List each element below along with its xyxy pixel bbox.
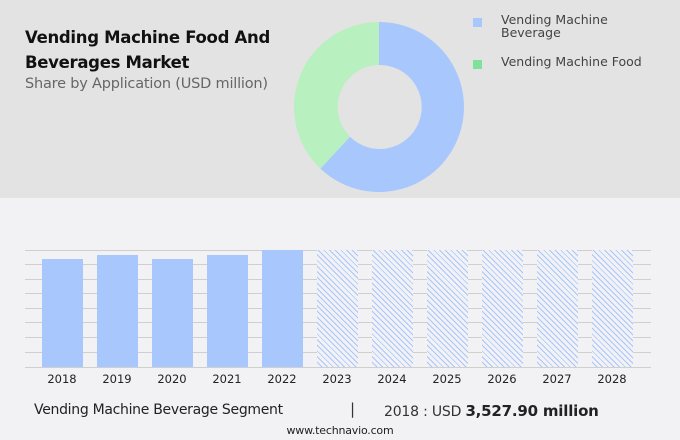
segment-value-amount: 3,527.90 million — [465, 402, 599, 420]
legend-swatch-icon — [473, 18, 482, 27]
chart-title: Vending Machine Food And Beverages Marke… — [25, 28, 270, 72]
bar-2021 — [207, 255, 248, 367]
bar-2022 — [262, 250, 303, 367]
x-tick-label: 2019 — [102, 372, 132, 386]
legend-label: Vending Machine Food — [501, 54, 642, 69]
x-tick-label: 2025 — [432, 372, 462, 386]
donut-slice-food — [293, 22, 379, 169]
legend-item-food: Vending Machine Food — [473, 55, 642, 69]
bar-2018 — [42, 259, 83, 367]
x-tick-label: 2021 — [212, 372, 242, 386]
x-tick-label: 2023 — [322, 372, 352, 386]
x-tick-label: 2028 — [597, 372, 627, 386]
legend-item-beverage: Vending Machine Beverage — [473, 13, 608, 38]
footer-divider: | — [350, 400, 356, 418]
legend-label: Vending Machine Beverage — [501, 12, 608, 40]
x-tick-label: 2026 — [487, 372, 517, 386]
donut-slice-beverage — [320, 22, 464, 192]
x-tick-label: 2022 — [267, 372, 297, 386]
bar-2024-forecast — [372, 250, 413, 367]
grid-line — [25, 367, 651, 368]
x-tick-label: 2020 — [157, 372, 187, 386]
source-url: www.technavio.com — [286, 424, 394, 437]
segment-value: 2018 : USD 3,527.90 million — [384, 402, 599, 420]
segment-label: Vending Machine Beverage Segment — [34, 402, 283, 418]
bar-2027-forecast — [537, 250, 578, 367]
bar-2020 — [152, 259, 193, 367]
x-tick-label: 2024 — [377, 372, 407, 386]
bar-2026-forecast — [482, 250, 523, 367]
bar-2023-forecast — [317, 250, 358, 367]
legend-swatch-icon — [473, 60, 482, 69]
bar-2019 — [97, 255, 138, 367]
bar-2025-forecast — [427, 250, 468, 367]
x-tick-label: 2027 — [542, 372, 572, 386]
x-tick-label: 2018 — [47, 372, 77, 386]
segment-value-prefix: 2018 : USD — [384, 404, 462, 420]
bar-2028-forecast — [592, 250, 633, 367]
donut-chart — [293, 22, 464, 192]
chart-subtitle: Share by Application (USD million) — [25, 76, 268, 92]
